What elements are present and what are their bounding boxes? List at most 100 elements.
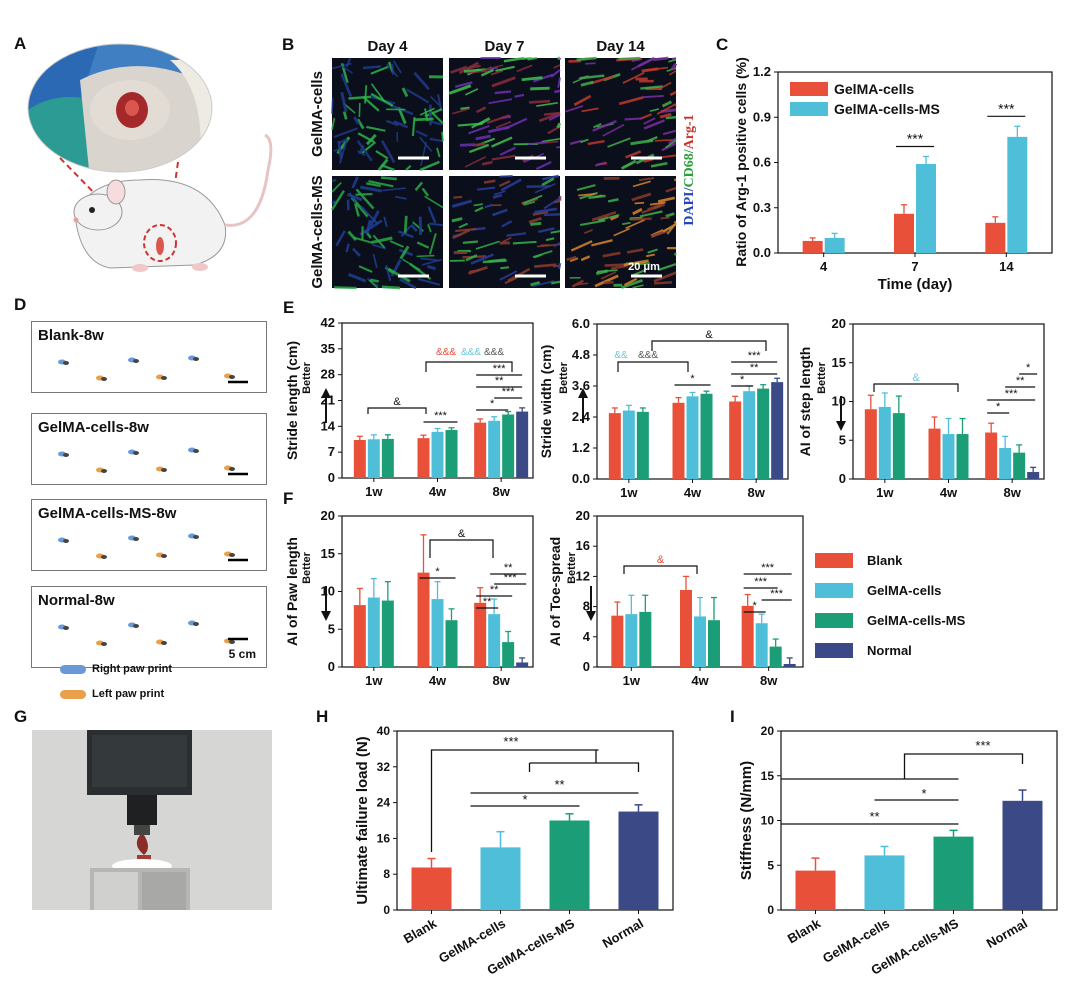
y-tick-label: 0 — [583, 659, 590, 674]
y-tick-label: 15 — [761, 769, 775, 783]
bar — [417, 438, 430, 478]
better-label: Better — [558, 361, 570, 394]
y-tick-label: 20 — [761, 724, 775, 738]
y-axis-label: AI of Toe-spread — [547, 537, 563, 646]
paw-prints — [58, 355, 248, 384]
legend-label: GelMA-cells — [867, 583, 942, 598]
footprint-box: Blank-8w — [31, 321, 267, 393]
y-tick-label: 10 — [761, 814, 775, 828]
bar — [743, 391, 756, 479]
stain-label: DAPI/CD68/Arg-1 — [682, 114, 697, 225]
bar — [985, 222, 1006, 253]
row-label-gelma-cells-ms: GelMA-cells-MS — [309, 175, 326, 288]
sig-bracket — [903, 753, 1024, 779]
sig-label: &&& — [484, 347, 504, 358]
legend-swatch — [815, 583, 853, 598]
panel-label-d: D — [14, 295, 27, 314]
bar — [431, 431, 444, 478]
sig-label: ** — [1016, 375, 1025, 387]
microscopy-grid: Day 4 Day 7 Day 14 GelMA-cells GelMA-cells-M… — [309, 38, 697, 290]
legend-label: Blank — [867, 553, 903, 568]
paw-print-mark — [193, 357, 199, 361]
bar — [755, 623, 768, 667]
y-axis-label: AI of step length — [797, 347, 813, 457]
x-tick-label: 4w — [940, 485, 958, 500]
bar — [480, 847, 521, 910]
y-tick-label: 2.4 — [572, 409, 591, 424]
bar — [757, 388, 770, 479]
y-tick-label: 32 — [377, 760, 391, 774]
paw-print-mark — [101, 377, 107, 381]
footprint-title: GelMA-cells-MS-8w — [38, 505, 177, 522]
bar — [1027, 472, 1040, 479]
y-tick-label: 20 — [576, 508, 590, 523]
paw-print-mark — [133, 537, 139, 541]
bar — [708, 620, 720, 667]
bar — [1013, 452, 1026, 479]
column-header: Day 14 — [596, 38, 645, 55]
micrograph-2-3 — [565, 176, 678, 290]
x-tick-label: Blank — [785, 915, 824, 946]
x-axis-label: Time (day) — [878, 276, 953, 293]
panel-label-e: E — [283, 298, 295, 317]
panel-label-h: H — [316, 707, 329, 726]
bar — [985, 432, 998, 479]
y-tick-label: 10 — [832, 394, 846, 409]
y-tick-label: 5 — [767, 858, 774, 872]
y-tick-label: 20 — [832, 316, 846, 331]
bar — [729, 401, 742, 479]
bar — [771, 382, 784, 479]
sig-label: * — [753, 600, 758, 612]
y-tick-label: 1.2 — [753, 64, 771, 79]
footprint-box: GelMA-cells-8w — [31, 413, 267, 485]
bar — [549, 820, 590, 910]
rat-surgery-illustration — [27, 43, 273, 272]
panel-label-f: F — [283, 489, 294, 508]
paw-print-mark — [161, 376, 167, 380]
better-arrowhead — [836, 421, 846, 431]
bar — [1007, 136, 1028, 253]
x-tick-label: 1w — [876, 485, 894, 500]
sig-label: & — [458, 528, 466, 540]
sig-bracket — [529, 762, 640, 772]
x-tick-label: 4w — [691, 673, 709, 688]
x-tick-label: 4 — [820, 259, 828, 274]
footprint-title: GelMA-cells-8w — [38, 419, 149, 436]
row-label-gelma-cells: GelMA-cells — [309, 71, 326, 157]
sig-label: ** — [483, 596, 492, 608]
sig-label: &&& — [638, 350, 658, 361]
paw-print-mark — [101, 469, 107, 473]
paw-print-mark — [161, 641, 167, 645]
sig-label: *** — [504, 572, 518, 584]
sig-label: * — [435, 566, 440, 578]
bar — [608, 413, 621, 479]
x-tick-label: 8w — [747, 485, 765, 500]
legend-label: Normal — [867, 643, 912, 658]
bar — [795, 870, 836, 910]
x-tick-label: 4w — [429, 673, 447, 688]
bar — [864, 855, 905, 910]
micrograph-2-2 — [449, 174, 562, 288]
y-tick-label: 0 — [328, 659, 335, 674]
paw-prints — [58, 447, 248, 476]
y-tick-label: 16 — [576, 538, 590, 553]
panel-label-g: G — [14, 707, 28, 726]
bar — [864, 409, 877, 479]
paw-print-mark — [101, 642, 107, 646]
legend-swatch — [790, 82, 828, 96]
y-axis-label: AI of Paw length — [284, 537, 300, 646]
y-tick-label: 0 — [767, 903, 774, 917]
y-axis-label: Stride length (cm) — [284, 341, 300, 460]
y-tick-label: 20 — [321, 508, 335, 523]
y-tick-label: 6.0 — [572, 316, 590, 331]
paw-prints — [58, 533, 248, 562]
paw-print-mark — [63, 453, 69, 457]
y-tick-label: 5 — [839, 432, 846, 447]
footprint-box: Normal-8w 5 cm — [31, 586, 267, 668]
sig-label: ** — [750, 362, 759, 374]
y-axis-label: Stride width (cm) — [538, 345, 554, 459]
bar — [999, 448, 1012, 479]
x-tick-label: 4w — [684, 485, 702, 500]
sig-bracket — [623, 565, 698, 574]
y-tick-label: 1.2 — [572, 440, 590, 455]
